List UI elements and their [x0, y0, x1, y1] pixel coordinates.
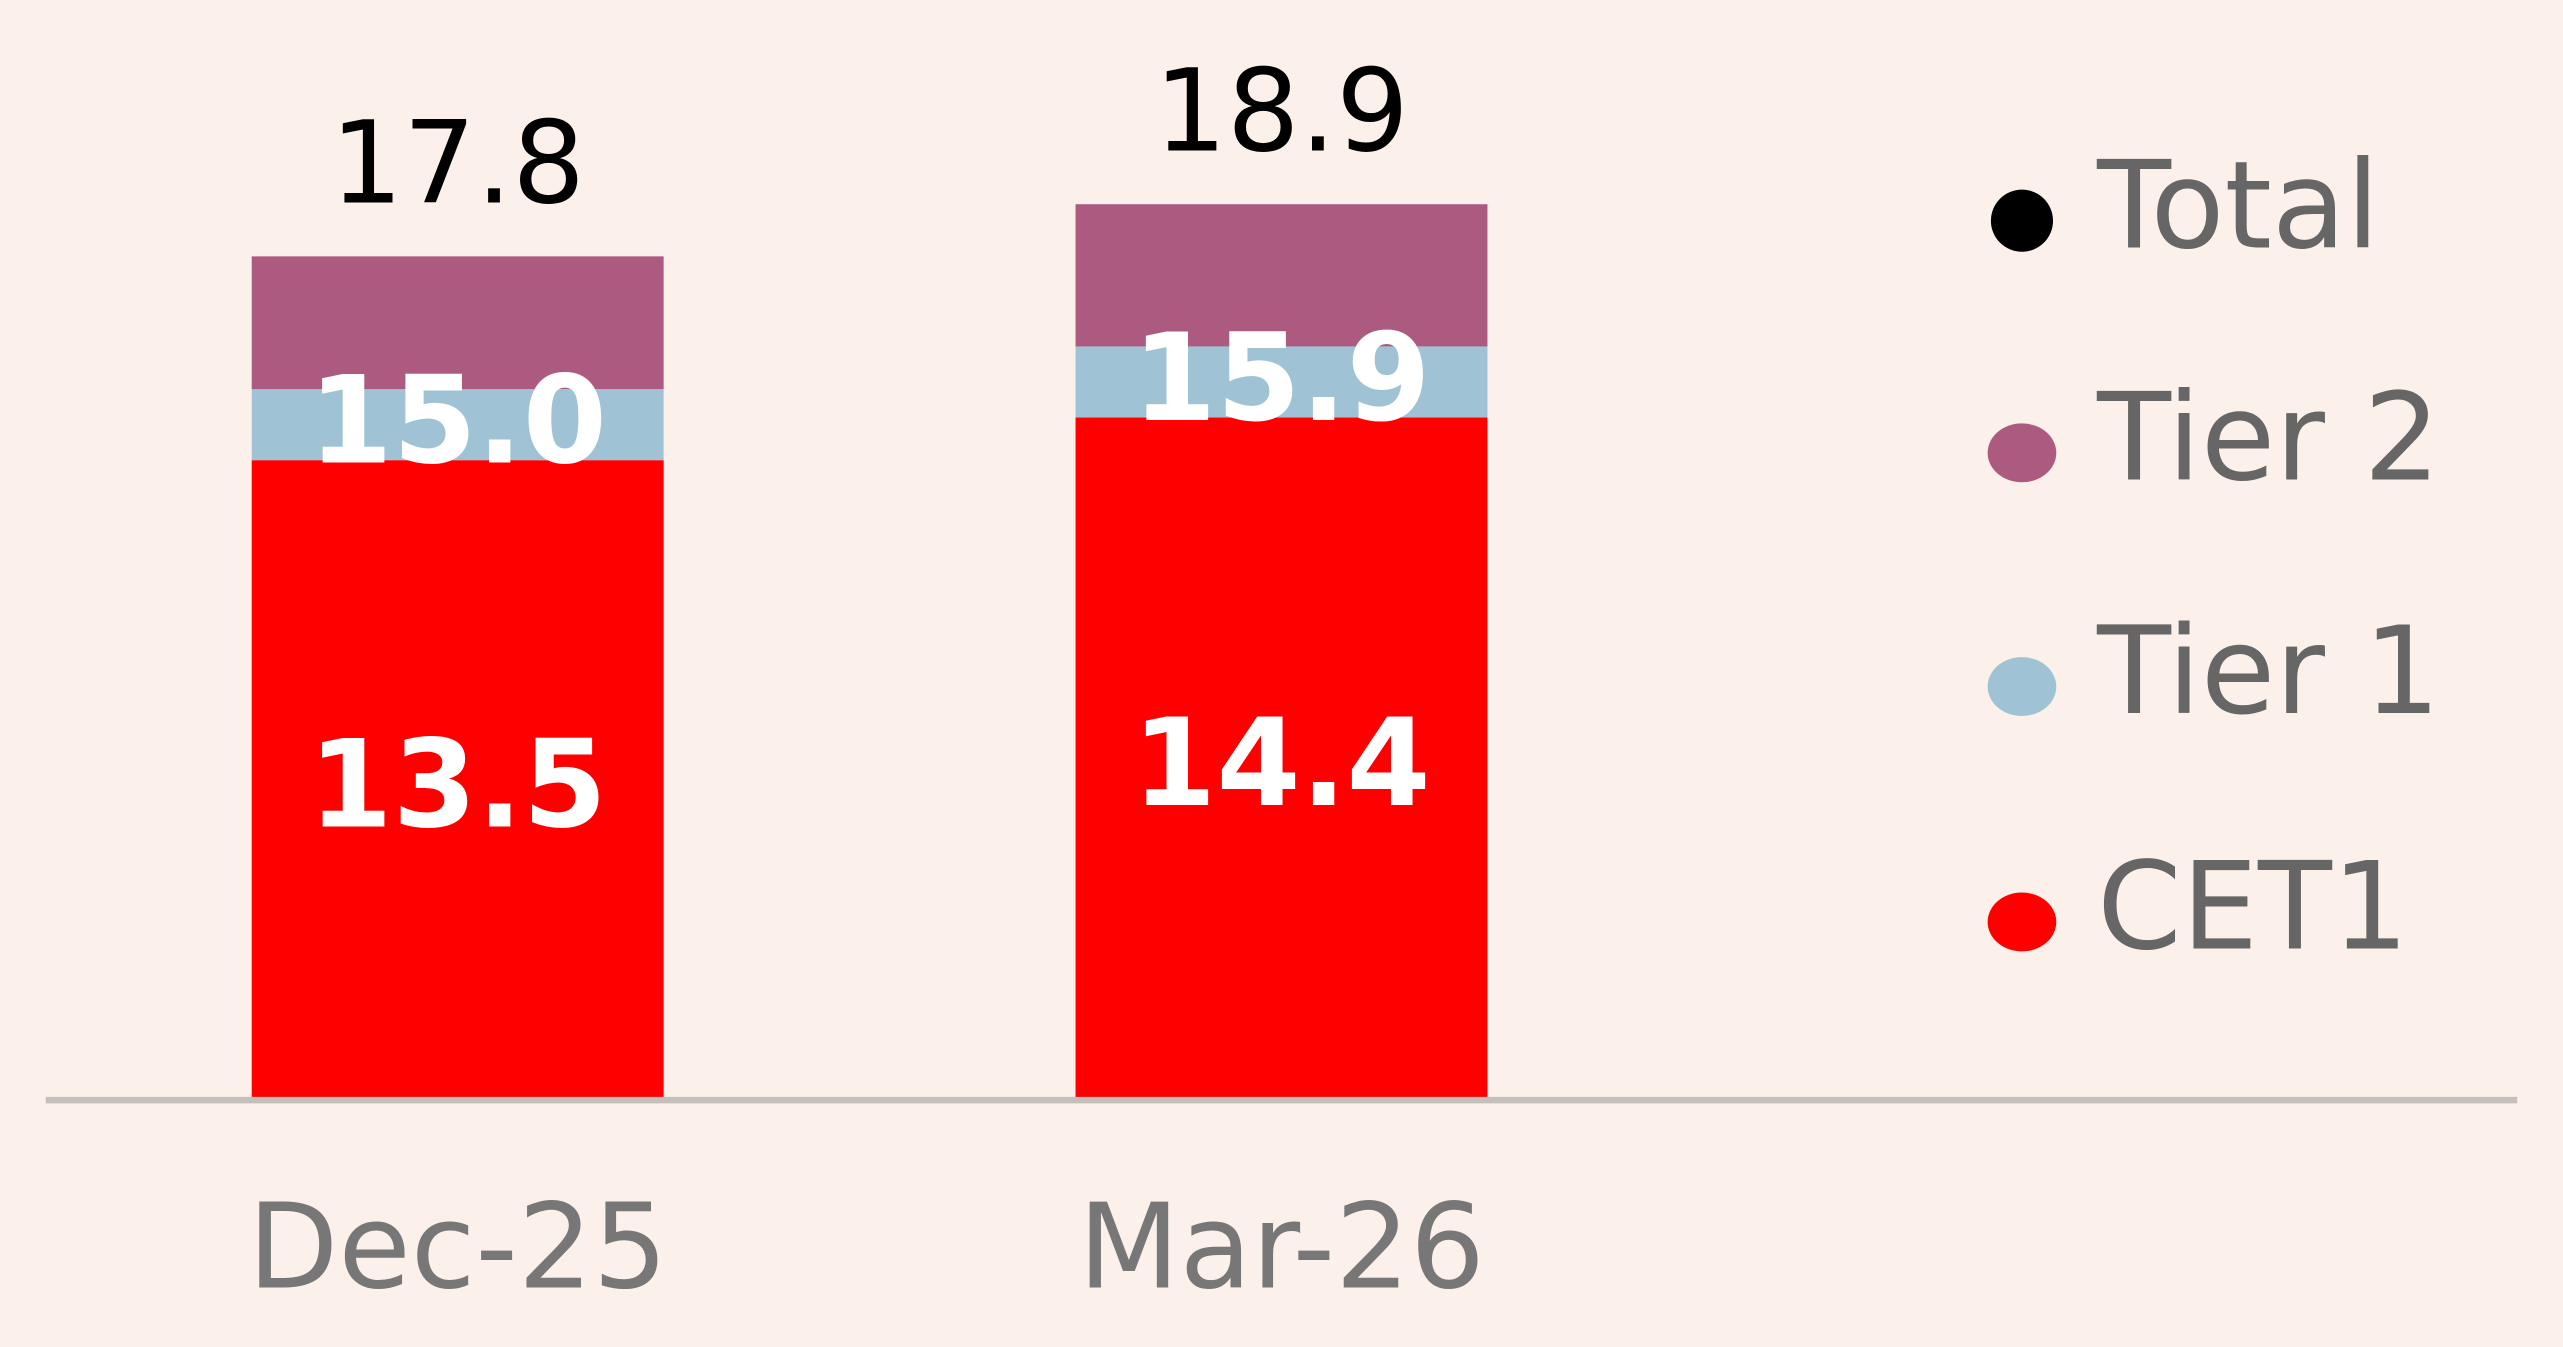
total-label: 18.9 — [1154, 44, 1409, 177]
cet1-label: 13.5 — [308, 714, 606, 855]
legend-label: Tier 1 — [2096, 601, 2440, 742]
x-tick-label: Dec-25 — [248, 1179, 668, 1316]
total-label: 17.8 — [330, 97, 585, 230]
legend-label: Tier 2 — [2096, 367, 2440, 508]
legend-marker — [1987, 657, 2057, 716]
tier1-label: 15.0 — [308, 351, 606, 492]
legend-marker — [1990, 189, 2054, 252]
cet1-label: 14.4 — [1132, 693, 1430, 834]
legend-marker — [1987, 423, 2057, 483]
cet1-bar — [251, 460, 664, 1101]
cet1-bar — [1075, 417, 1488, 1101]
tier1-bar — [1075, 346, 1488, 418]
tier1-bar — [251, 389, 664, 461]
legend-marker — [1987, 892, 2057, 952]
tier2-bar — [1075, 204, 1488, 347]
tier2-bar — [251, 256, 664, 390]
legend-label: Total — [2096, 135, 2379, 276]
tier1-label: 15.9 — [1132, 308, 1430, 449]
legend-label: CET1 — [2097, 837, 2409, 978]
x-tick-label: Mar-26 — [1078, 1179, 1485, 1316]
